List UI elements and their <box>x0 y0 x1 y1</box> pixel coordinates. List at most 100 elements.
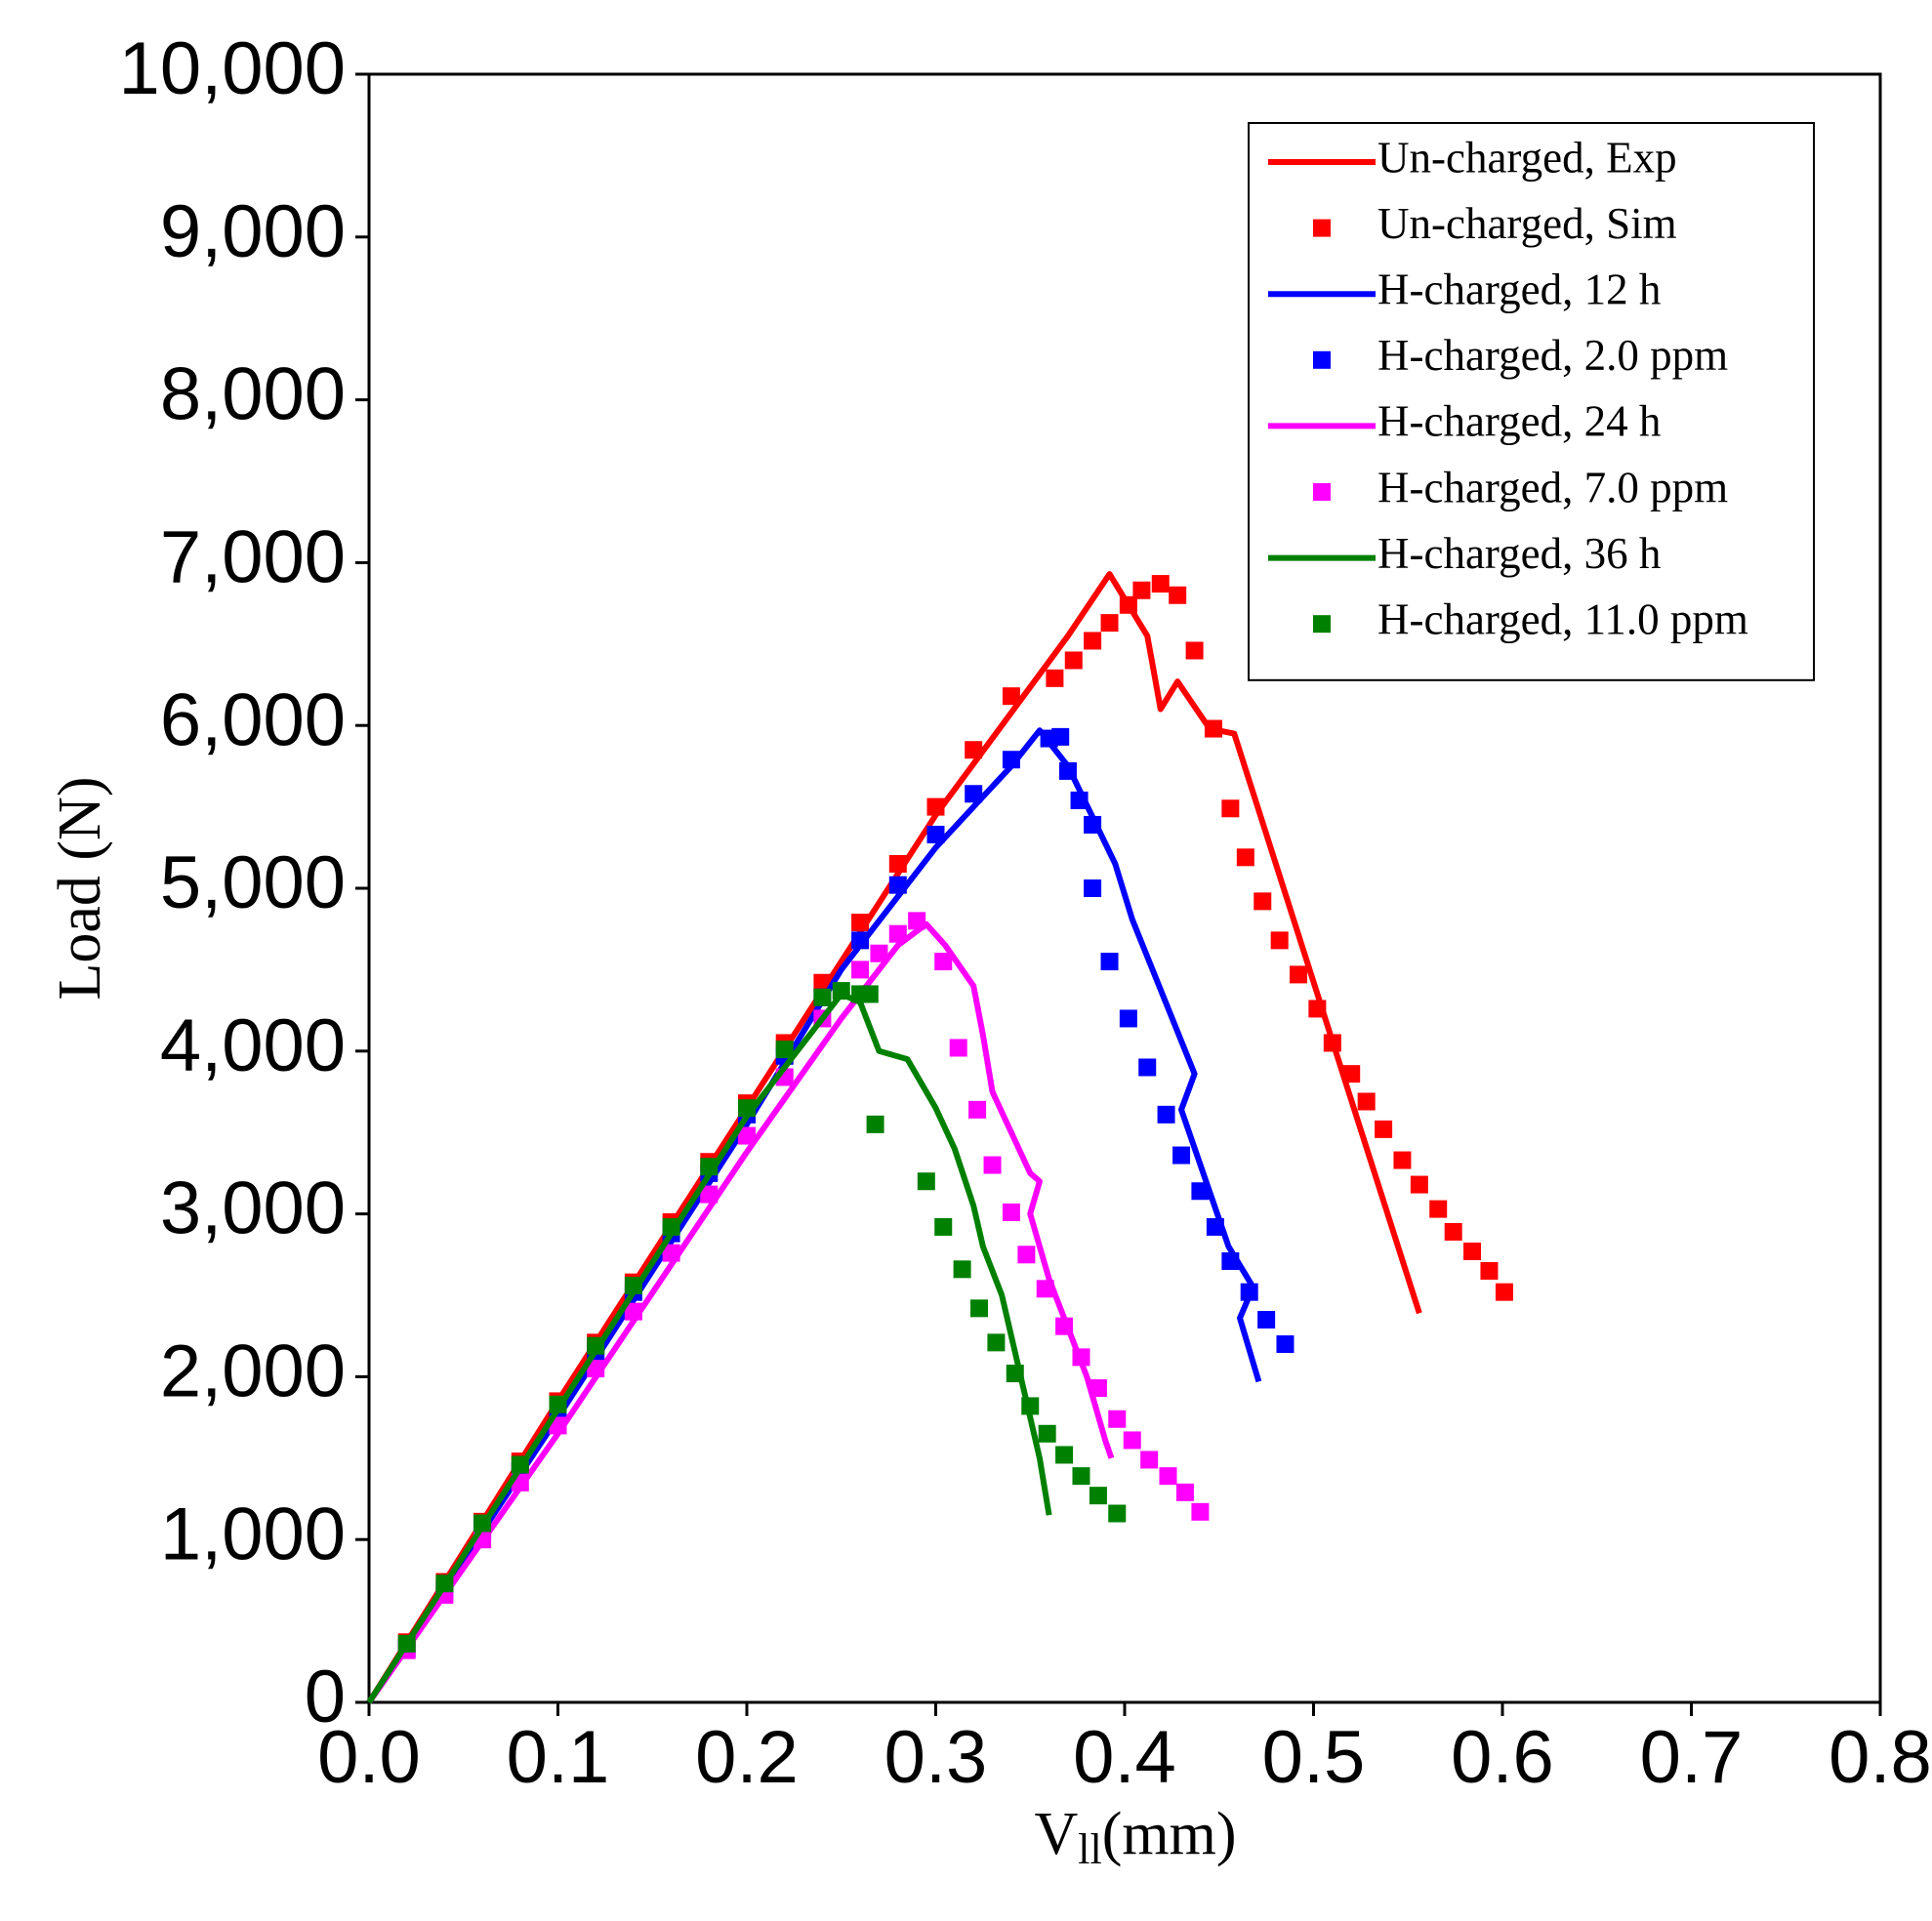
data-point <box>1254 892 1272 911</box>
data-point <box>587 1336 605 1355</box>
data-point <box>1006 1365 1024 1383</box>
data-point <box>813 973 832 992</box>
data-point <box>624 1276 642 1294</box>
data-point <box>888 854 907 873</box>
data-point <box>1375 1120 1393 1138</box>
data-point <box>1051 727 1070 746</box>
y-tick-label: 5,000 <box>160 841 346 924</box>
data-point <box>587 1360 605 1378</box>
data-point <box>1151 575 1170 593</box>
legend-swatch <box>1313 483 1331 501</box>
data-point <box>1017 1246 1036 1264</box>
data-point <box>888 876 907 894</box>
data-point <box>1072 1348 1090 1367</box>
x-tick-label: 0.8 <box>1829 1716 1932 1799</box>
data-point <box>738 1126 756 1145</box>
x-label-sub: ll <box>1078 1825 1101 1873</box>
data-point <box>1119 595 1137 614</box>
data-point <box>917 1172 935 1191</box>
data-point <box>1002 1203 1020 1221</box>
data-point <box>1084 879 1102 897</box>
data-point <box>775 1041 794 1059</box>
data-point <box>1323 1034 1341 1052</box>
data-point <box>1132 581 1151 599</box>
data-point <box>1084 815 1102 834</box>
data-point <box>953 1260 971 1279</box>
data-point <box>1206 1217 1224 1236</box>
x-tick-label: 0.0 <box>317 1716 421 1799</box>
data-point <box>1410 1175 1428 1194</box>
legend-swatch <box>1313 219 1331 237</box>
data-point <box>738 1099 756 1118</box>
data-point <box>1138 1058 1157 1077</box>
data-point <box>965 741 983 759</box>
data-point <box>832 982 850 1001</box>
data-point <box>870 944 888 962</box>
legend-box <box>1248 122 1815 681</box>
series-line <box>366 920 1115 1704</box>
data-point <box>1002 687 1020 706</box>
data-point <box>1119 1009 1137 1028</box>
data-point <box>1204 719 1222 738</box>
data-point <box>1070 791 1089 809</box>
data-point <box>1089 1487 1107 1505</box>
data-point <box>1290 965 1308 984</box>
y-tick-label: 4,000 <box>160 1004 346 1087</box>
data-point <box>926 825 945 843</box>
data-point <box>1100 614 1119 633</box>
data-point <box>1084 632 1102 650</box>
data-point <box>851 960 870 979</box>
x-tick-label: 0.4 <box>1073 1716 1176 1799</box>
data-point <box>1169 586 1187 604</box>
y-tick-label: 1,000 <box>160 1492 346 1575</box>
legend-label: Un-charged, Sim <box>1377 199 1677 248</box>
data-point <box>700 1185 719 1204</box>
legend-swatch <box>1313 615 1331 634</box>
data-point <box>851 914 870 932</box>
data-point <box>1002 751 1020 769</box>
data-point <box>949 1039 967 1057</box>
data-point <box>1463 1242 1482 1260</box>
data-point <box>926 797 945 816</box>
data-point <box>1342 1065 1361 1083</box>
x-label-unit: (mm) <box>1102 1801 1237 1867</box>
data-point <box>1257 1311 1276 1329</box>
data-point <box>1185 641 1204 660</box>
data-point <box>511 1455 529 1474</box>
legend-swatch <box>1313 350 1331 369</box>
data-point <box>1046 669 1064 687</box>
data-point <box>866 1115 884 1133</box>
x-tick-label: 0.6 <box>1451 1716 1554 1799</box>
data-point <box>1191 1182 1210 1201</box>
series-line <box>366 991 1052 1704</box>
data-point <box>1276 1335 1295 1354</box>
data-point <box>1240 1283 1258 1301</box>
data-point <box>970 1299 989 1318</box>
data-point <box>1021 1397 1040 1415</box>
x-axis-label: Vll(mm) <box>1035 1801 1237 1873</box>
y-tick-label: 9,000 <box>160 190 346 273</box>
legend-label: Un-charged, Exp <box>1377 133 1677 182</box>
y-axis-label: Load (N) <box>47 777 113 1001</box>
legend-label: H-charged, 7.0 ppm <box>1377 463 1728 511</box>
legend: Un-charged, Exp Un-charged, Sim H-charged,… <box>1248 122 1815 681</box>
data-point <box>1159 1467 1177 1486</box>
data-point <box>1058 761 1077 780</box>
data-point <box>1308 1000 1327 1018</box>
plot-frame <box>367 72 1882 1704</box>
data-point <box>1036 1280 1054 1298</box>
data-point <box>662 1244 680 1262</box>
data-point <box>700 1158 719 1176</box>
data-point <box>1123 1431 1141 1450</box>
legend-label: H-charged, 24 h <box>1377 397 1661 446</box>
x-tick-label: 0.1 <box>507 1716 610 1799</box>
data-point <box>1393 1151 1412 1169</box>
data-point <box>1140 1451 1159 1469</box>
x-tick-label: 0.7 <box>1640 1716 1744 1799</box>
data-point <box>1064 651 1083 670</box>
y-tick-label: 8,000 <box>160 353 346 436</box>
y-tick-label: 3,000 <box>160 1167 346 1250</box>
data-point <box>908 912 926 930</box>
